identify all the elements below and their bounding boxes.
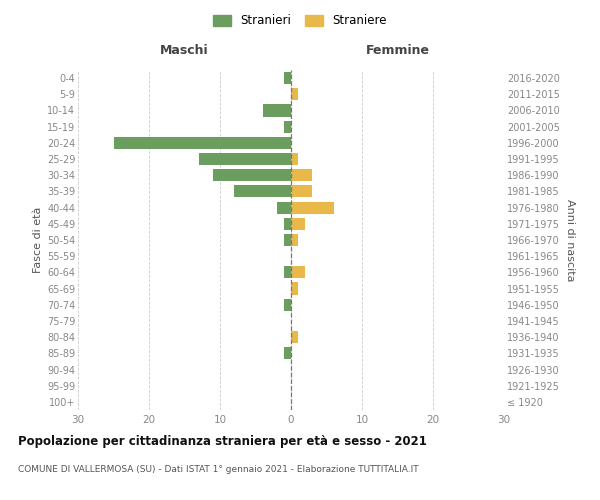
Bar [284, 298, 291, 311]
Bar [291, 153, 298, 165]
Legend: Stranieri, Straniere: Stranieri, Straniere [209, 11, 391, 31]
Bar [199, 153, 291, 165]
Bar [213, 169, 291, 181]
Bar [284, 218, 291, 230]
Bar [234, 186, 291, 198]
Bar [291, 202, 334, 213]
Bar [291, 169, 313, 181]
Bar [284, 266, 291, 278]
Bar [291, 218, 305, 230]
Bar [291, 234, 298, 246]
Y-axis label: Fasce di età: Fasce di età [32, 207, 43, 273]
Bar [113, 137, 291, 149]
Bar [291, 282, 298, 294]
Bar [291, 186, 313, 198]
Text: Maschi: Maschi [160, 44, 209, 58]
Y-axis label: Anni di nascita: Anni di nascita [565, 198, 575, 281]
Text: COMUNE DI VALLERMOSA (SU) - Dati ISTAT 1° gennaio 2021 - Elaborazione TUTTITALIA: COMUNE DI VALLERMOSA (SU) - Dati ISTAT 1… [18, 465, 419, 474]
Bar [263, 104, 291, 117]
Bar [284, 234, 291, 246]
Text: Popolazione per cittadinanza straniera per età e sesso - 2021: Popolazione per cittadinanza straniera p… [18, 435, 427, 448]
Bar [291, 331, 298, 343]
Bar [291, 88, 298, 101]
Bar [284, 348, 291, 360]
Bar [284, 120, 291, 132]
Text: Femmine: Femmine [365, 44, 430, 58]
Bar [291, 266, 305, 278]
Bar [284, 72, 291, 84]
Bar [277, 202, 291, 213]
